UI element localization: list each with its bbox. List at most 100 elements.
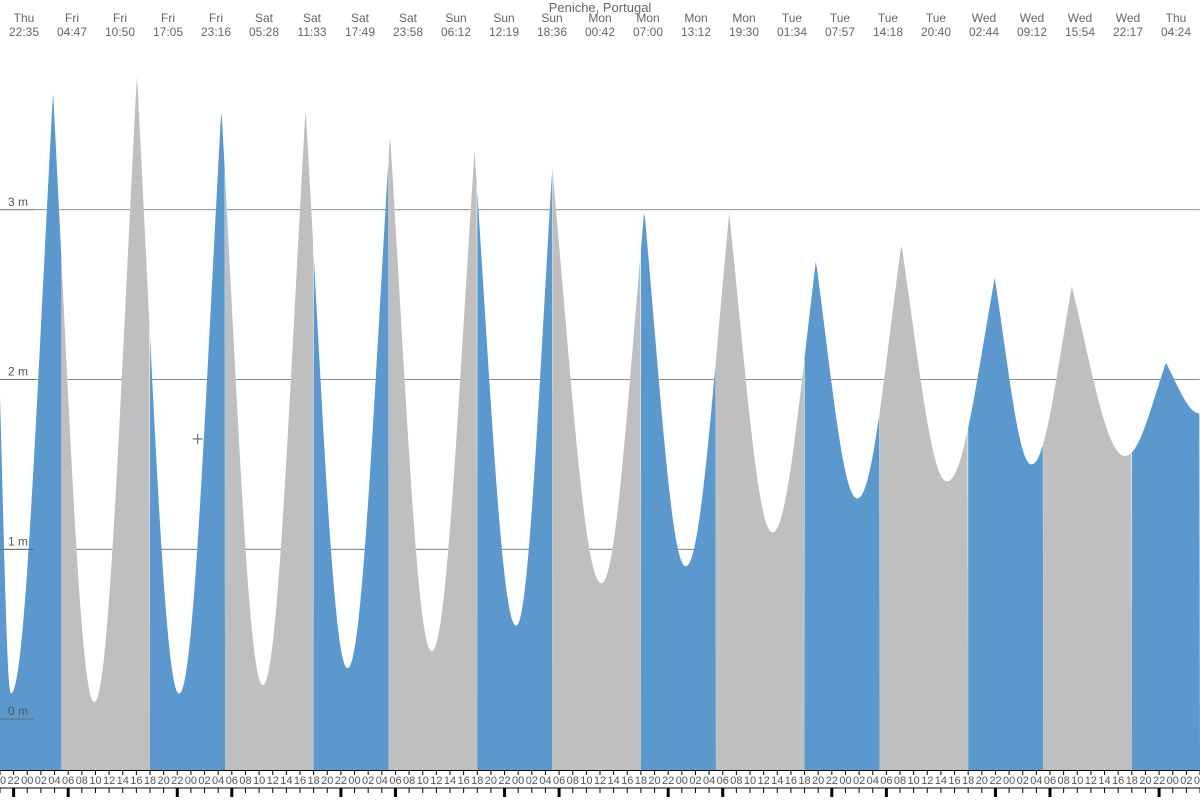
x-tick-label: 12 bbox=[267, 775, 279, 787]
top-label-day: Sun bbox=[493, 11, 514, 25]
x-tick-label: 16 bbox=[294, 775, 306, 787]
top-label-time: 17:05 bbox=[153, 25, 183, 39]
x-tick-label: 08 bbox=[76, 775, 88, 787]
x-tick-label: 02 bbox=[689, 775, 701, 787]
top-label-day: Sun bbox=[541, 11, 562, 25]
x-tick-label: 04 bbox=[212, 775, 224, 787]
top-label-time: 23:16 bbox=[201, 25, 231, 39]
x-tick-label: 14 bbox=[280, 775, 292, 787]
top-label-day: Wed bbox=[1116, 11, 1140, 25]
y-tick-label: 3 m bbox=[8, 195, 28, 209]
top-label-day: Tue bbox=[878, 11, 899, 25]
x-tick-label: 10 bbox=[417, 775, 429, 787]
x-tick-label: 22 bbox=[826, 775, 838, 787]
x-tick-label: 14 bbox=[608, 775, 620, 787]
x-tick-label: 22 bbox=[1153, 775, 1165, 787]
top-label-day: Sat bbox=[351, 11, 370, 25]
top-label-day: Tue bbox=[926, 11, 947, 25]
top-label-time: 20:40 bbox=[921, 25, 951, 39]
top-label-day: Mon bbox=[588, 11, 611, 25]
top-label-time: 00:42 bbox=[585, 25, 615, 39]
x-tick-label: 20 bbox=[485, 775, 497, 787]
x-tick-label: 06 bbox=[62, 775, 74, 787]
top-label-time: 05:28 bbox=[249, 25, 279, 39]
top-label-time: 04:24 bbox=[1161, 25, 1191, 39]
x-tick-label: 18 bbox=[1126, 775, 1138, 787]
x-tick-label: 02 bbox=[1017, 775, 1029, 787]
x-tick-label: 06 bbox=[880, 775, 892, 787]
top-label-time: 07:00 bbox=[633, 25, 663, 39]
top-label-time: 12:19 bbox=[489, 25, 519, 39]
x-tick-label: 14 bbox=[771, 775, 783, 787]
x-tick-label: 22 bbox=[8, 775, 20, 787]
x-tick-label: 06 bbox=[553, 775, 565, 787]
top-label-time: 11:33 bbox=[297, 25, 326, 39]
top-label-time: 02:44 bbox=[969, 25, 999, 39]
x-tick-label: 08 bbox=[730, 775, 742, 787]
x-tick-label: 10 bbox=[744, 775, 756, 787]
top-label-day: Wed bbox=[1068, 11, 1092, 25]
top-label-time: 10:50 bbox=[105, 25, 135, 39]
x-tick-label: 00 bbox=[348, 775, 360, 787]
x-tick-label: 18 bbox=[308, 775, 320, 787]
x-tick-label: 02 bbox=[198, 775, 210, 787]
x-tick-label: 20 bbox=[1139, 775, 1151, 787]
x-tick-label: 04 bbox=[867, 775, 879, 787]
x-tick-label: 10 bbox=[580, 775, 592, 787]
x-tick-label: 16 bbox=[785, 775, 797, 787]
x-tick-label: 18 bbox=[144, 775, 156, 787]
x-tick-label: 22 bbox=[335, 775, 347, 787]
top-label-day: Fri bbox=[161, 11, 175, 25]
top-label-day: Sat bbox=[303, 11, 322, 25]
x-tick-label: 14 bbox=[935, 775, 947, 787]
top-label-day: Sat bbox=[399, 11, 418, 25]
x-tick-label: 06 bbox=[1044, 775, 1056, 787]
top-label-day: Wed bbox=[1020, 11, 1044, 25]
x-tick-label: 22 bbox=[498, 775, 510, 787]
y-tick-label: 2 m bbox=[8, 365, 28, 379]
x-tick-label: 04 bbox=[1030, 775, 1042, 787]
x-tick-label: 08 bbox=[894, 775, 906, 787]
top-label-day: Thu bbox=[14, 11, 35, 25]
x-tick-label: 12 bbox=[921, 775, 933, 787]
x-tick-label: 16 bbox=[458, 775, 470, 787]
top-label-time: 09:12 bbox=[1017, 25, 1047, 39]
x-tick-label: 06 bbox=[717, 775, 729, 787]
top-label-time: 23:58 bbox=[393, 25, 423, 39]
x-tick-label: 08 bbox=[567, 775, 579, 787]
top-label-time: 14:18 bbox=[873, 25, 903, 39]
x-tick-label: 00 bbox=[1167, 775, 1179, 787]
x-tick-label: 04 bbox=[539, 775, 551, 787]
x-tick-label: 16 bbox=[948, 775, 960, 787]
top-label-time: 18:36 bbox=[537, 25, 567, 39]
x-tick-label: 14 bbox=[1098, 775, 1110, 787]
x-tick-label: 02 bbox=[853, 775, 865, 787]
x-tick-label: 08 bbox=[403, 775, 415, 787]
top-label-time: 01:34 bbox=[777, 25, 807, 39]
x-tick-label: 04 bbox=[703, 775, 715, 787]
x-tick-label: 08 bbox=[1058, 775, 1070, 787]
x-tick-label: 10 bbox=[908, 775, 920, 787]
x-tick-label: 00 bbox=[185, 775, 197, 787]
x-tick-label: 00 bbox=[512, 775, 524, 787]
y-tick-label: 0 m bbox=[8, 704, 28, 718]
x-tick-label: 20 bbox=[321, 775, 333, 787]
top-label-time: 06:12 bbox=[441, 25, 471, 39]
top-label-day: Tue bbox=[782, 11, 803, 25]
x-tick-label: 04 bbox=[376, 775, 388, 787]
x-tick-label: 12 bbox=[103, 775, 115, 787]
x-tick-label: 00 bbox=[839, 775, 851, 787]
x-tick-label: 14 bbox=[117, 775, 129, 787]
tide-chart: 0 m1 m2 m3 mPeniche, PortugalThu22:35Fri… bbox=[0, 0, 1200, 800]
x-tick-label: 18 bbox=[471, 775, 483, 787]
x-tick-label: 16 bbox=[130, 775, 142, 787]
x-tick-label: 00 bbox=[21, 775, 33, 787]
y-tick-label: 1 m bbox=[8, 534, 28, 548]
top-label-day: Fri bbox=[113, 11, 127, 25]
x-tick-label: 00 bbox=[676, 775, 688, 787]
x-tick-label: 18 bbox=[962, 775, 974, 787]
top-label-time: 22:17 bbox=[1113, 25, 1143, 39]
x-tick-label: 20 bbox=[812, 775, 824, 787]
x-tick-label: 16 bbox=[1112, 775, 1124, 787]
top-label-day: Thu bbox=[1166, 11, 1187, 25]
